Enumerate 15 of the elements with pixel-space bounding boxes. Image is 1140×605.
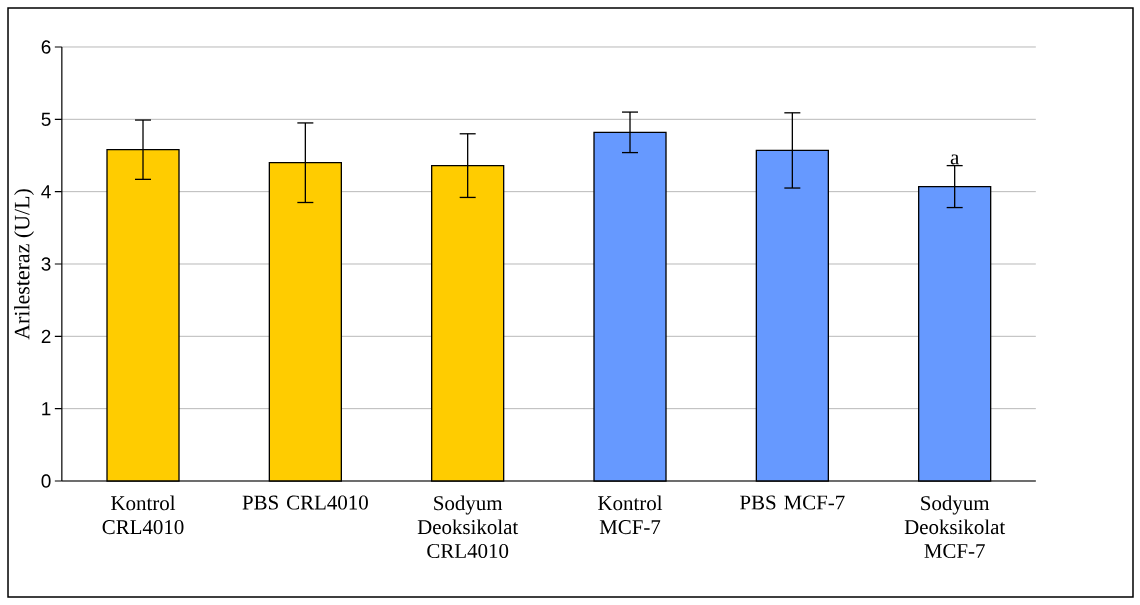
y-axis-title: Arilesteraz (U/L)	[14, 189, 34, 340]
y-tick-label: 0	[41, 474, 51, 488]
x-tick-label: Kontrol CRL4010	[102, 495, 184, 535]
x-tick-label: Sodyum Deoksikolat MCF-7	[904, 495, 1006, 559]
x-tick-label: Kontrol MCF-7	[598, 495, 663, 535]
annotation: a	[950, 154, 960, 165]
x-tick-label: PBS CRL4010	[242, 495, 368, 510]
y-tick-label: 1	[42, 402, 51, 416]
y-tick-label: 6	[41, 40, 51, 54]
x-tick-label: Sodyum Deoksikolat CRL4010	[417, 495, 519, 559]
y-tick-label: 3	[41, 257, 51, 271]
y-tick-label: 2	[41, 329, 51, 343]
x-tick-label: PBS MCF-7	[740, 495, 845, 510]
y-tick-label: 5	[41, 112, 51, 126]
y-tick-label: 4	[41, 185, 51, 199]
